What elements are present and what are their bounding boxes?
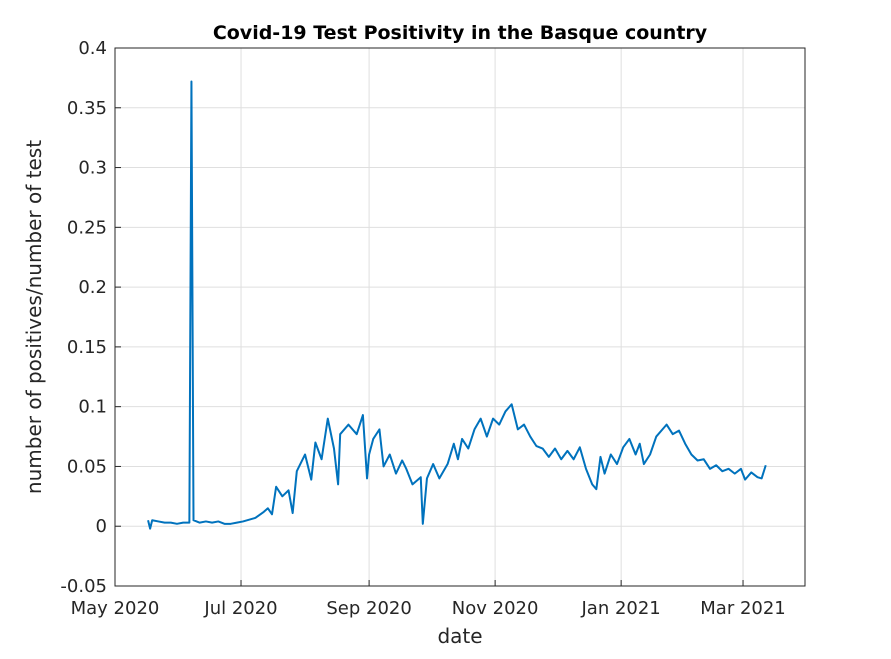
y-tick-label: 0.05 bbox=[67, 456, 107, 477]
x-tick-label: Jul 2020 bbox=[203, 598, 277, 619]
plot-area bbox=[115, 48, 805, 586]
x-tick-label: Jan 2021 bbox=[580, 598, 660, 619]
y-tick-label: 0.35 bbox=[67, 98, 107, 119]
x-tick-label: Sep 2020 bbox=[326, 598, 411, 619]
y-tick-label: 0.25 bbox=[67, 217, 107, 238]
y-tick-label: 0.1 bbox=[78, 397, 107, 418]
y-axis-label: number of positives/number of test bbox=[22, 140, 46, 494]
y-tick-label: 0.3 bbox=[78, 158, 107, 179]
axes-box bbox=[114, 47, 806, 587]
y-tick-label: 0 bbox=[96, 516, 107, 537]
x-tick-label: May 2020 bbox=[71, 598, 160, 619]
y-tick-label: 0.2 bbox=[78, 277, 107, 298]
y-tick-label: 0.15 bbox=[67, 337, 107, 358]
y-tick-label: -0.05 bbox=[60, 576, 107, 597]
x-tick-label: Nov 2020 bbox=[452, 598, 539, 619]
chart-title: Covid-19 Test Positivity in the Basque c… bbox=[213, 22, 708, 44]
y-tick-label: 0.4 bbox=[78, 38, 107, 59]
x-axis-label: date bbox=[437, 624, 482, 648]
x-tick-label: Mar 2021 bbox=[700, 598, 786, 619]
plot bbox=[147, 80, 767, 530]
data-line bbox=[147, 80, 767, 530]
